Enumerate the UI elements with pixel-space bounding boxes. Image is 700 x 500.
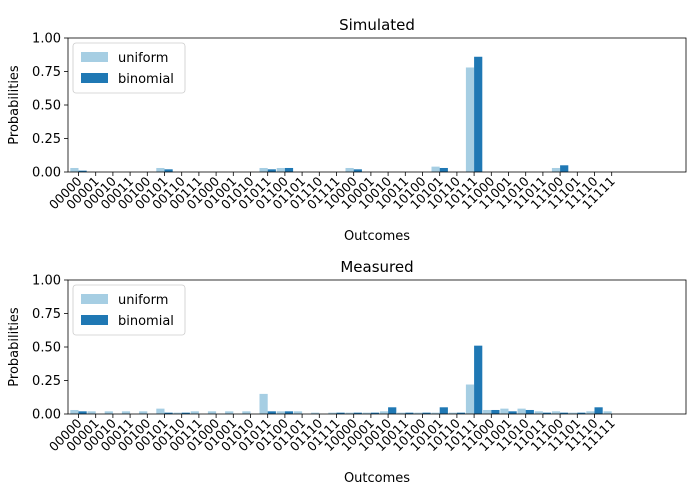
chart2-bar-uniform-00110 xyxy=(173,412,182,414)
chart2-bar-uniform-10001 xyxy=(362,412,371,414)
chart2-legend-swatch-binomial xyxy=(81,315,108,325)
chart2-bar-binomial-10110 xyxy=(456,412,466,414)
chart2-bar-binomial-11110 xyxy=(594,407,603,414)
chart2-ytick-label: 0.75 xyxy=(32,307,61,322)
chart1-bar-uniform-01011 xyxy=(259,167,268,172)
chart2-bar-binomial-11100 xyxy=(560,412,569,414)
chart1-legend-swatch-binomial xyxy=(81,73,108,83)
chart2-bar-uniform-11001 xyxy=(500,408,509,414)
chart2-bar-uniform-10000 xyxy=(345,412,354,414)
chart2-ytick-label: 1.00 xyxy=(32,274,61,289)
chart1-legend-swatch-uniform xyxy=(81,52,108,62)
chart2-bar-uniform-01000 xyxy=(207,411,217,414)
chart2-xlabel: Outcomes xyxy=(344,471,410,486)
chart2-bar-binomial-01011 xyxy=(267,411,276,414)
chart2-bar-binomial-11011 xyxy=(542,412,552,414)
chart1-bar-binomial-00000 xyxy=(78,170,87,172)
chart2-bar-uniform-11010 xyxy=(517,408,526,414)
chart1-bar-binomial-00101 xyxy=(164,169,173,172)
chart2-bar-uniform-10100 xyxy=(414,412,423,414)
chart2-bar-uniform-01110 xyxy=(311,412,320,414)
chart1-ytick-label: 0.00 xyxy=(32,166,61,181)
chart2-bar-uniform-00101 xyxy=(156,408,165,414)
chart2-bar-uniform-01100 xyxy=(276,411,285,414)
chart2-bar-binomial-00101 xyxy=(164,412,173,414)
chart2-bar-uniform-10111 xyxy=(465,384,475,414)
chart2-bar-binomial-10001 xyxy=(370,412,380,414)
chart2-bar-uniform-00011 xyxy=(121,411,131,414)
chart2-bar-uniform-11100 xyxy=(551,411,561,414)
chart1-xlabel: Outcomes xyxy=(344,229,410,244)
chart1-bar-uniform-10101 xyxy=(431,166,440,172)
chart2-bar-uniform-11101 xyxy=(569,412,578,414)
chart2-bar-uniform-11110 xyxy=(586,411,595,414)
chart2-ylabel: Probabilities xyxy=(7,307,22,387)
chart2-bar-uniform-00111 xyxy=(190,411,199,414)
chart2-bar-uniform-01001 xyxy=(225,411,234,414)
chart2-bar-binomial-11000 xyxy=(491,409,500,414)
chart1-bar-binomial-11100 xyxy=(560,165,569,172)
chart2-bar-uniform-00100 xyxy=(139,411,148,414)
chart1-bar-binomial-01011 xyxy=(267,169,276,172)
chart1-legend-label-uniform: uniform xyxy=(118,51,168,66)
chart2-bar-binomial-10100 xyxy=(422,412,431,414)
chart2-legend-label-binomial: binomial xyxy=(118,314,174,329)
chart1-bar-uniform-10000 xyxy=(345,167,354,172)
chart1-bar-binomial-10000 xyxy=(353,169,362,172)
chart2-ytick-label: 0.50 xyxy=(32,341,61,356)
chart1-bar-uniform-00000 xyxy=(70,167,79,172)
chart2-bar-binomial-00110 xyxy=(181,412,190,414)
chart2-bar-uniform-10010 xyxy=(379,411,389,414)
chart2-bar-binomial-10011 xyxy=(405,412,414,414)
chart2-legend-swatch-uniform xyxy=(81,294,108,304)
chart2-bar-binomial-10101 xyxy=(439,407,448,414)
chart2-bar-uniform-00010 xyxy=(104,411,113,414)
chart2-bar-binomial-11010 xyxy=(525,409,534,414)
chart2-bar-uniform-01111 xyxy=(328,412,337,414)
chart2-axes-frame xyxy=(67,279,687,415)
chart2-bar-uniform-10110 xyxy=(448,412,457,414)
chart2-bar-uniform-01011 xyxy=(259,393,268,414)
chart1-bar-binomial-10101 xyxy=(439,167,448,172)
chart2-bar-binomial-10000 xyxy=(353,412,362,414)
chart2-bar-uniform-00001 xyxy=(87,411,96,414)
chart1-bar-binomial-01100 xyxy=(284,167,294,172)
chart1-axes-frame xyxy=(67,37,687,173)
chart2-bar-uniform-11011 xyxy=(534,411,543,414)
chart1-ylabel: Probabilities xyxy=(7,65,22,145)
chart1-bar-uniform-01100 xyxy=(276,167,285,172)
chart2-bar-binomial-10111 xyxy=(474,345,483,414)
chart2-title: Measured xyxy=(340,258,413,276)
chart1-bar-uniform-00101 xyxy=(156,167,165,172)
chart2-bar-uniform-01101 xyxy=(293,411,303,414)
chart2-bar-binomial-11101 xyxy=(577,412,586,414)
chart2-bar-uniform-00000 xyxy=(70,409,79,414)
chart1-ytick-label: 0.25 xyxy=(32,132,61,147)
chart2-ytick-label: 0.00 xyxy=(32,408,61,423)
chart2-bar-uniform-10011 xyxy=(397,412,406,414)
chart1-ytick-label: 1.00 xyxy=(32,32,61,47)
chart1-bar-binomial-10111 xyxy=(474,56,483,173)
chart1-bar-uniform-10111 xyxy=(465,67,475,172)
chart2-legend-label-uniform: uniform xyxy=(118,293,168,308)
chart2-bar-binomial-11001 xyxy=(508,411,517,414)
chart1-ytick-label: 0.75 xyxy=(32,65,61,80)
chart2-bar-binomial-01100 xyxy=(284,411,294,414)
chart2-bar-binomial-10010 xyxy=(388,407,397,414)
chart1-title: Simulated xyxy=(339,16,415,34)
chart2-bar-uniform-10101 xyxy=(431,412,440,414)
chart2-bar-binomial-01111 xyxy=(336,412,345,414)
chart2-bar-uniform-01010 xyxy=(242,411,251,414)
chart1-ytick-label: 0.50 xyxy=(32,99,61,114)
chart1-legend-label-binomial: binomial xyxy=(118,72,174,87)
chart2-bar-uniform-11000 xyxy=(483,409,492,414)
chart2-ytick-label: 0.25 xyxy=(32,374,61,389)
chart2-bar-uniform-11111 xyxy=(603,411,612,414)
chart1-bar-uniform-11100 xyxy=(551,167,561,172)
chart2-bar-binomial-00000 xyxy=(78,411,87,414)
